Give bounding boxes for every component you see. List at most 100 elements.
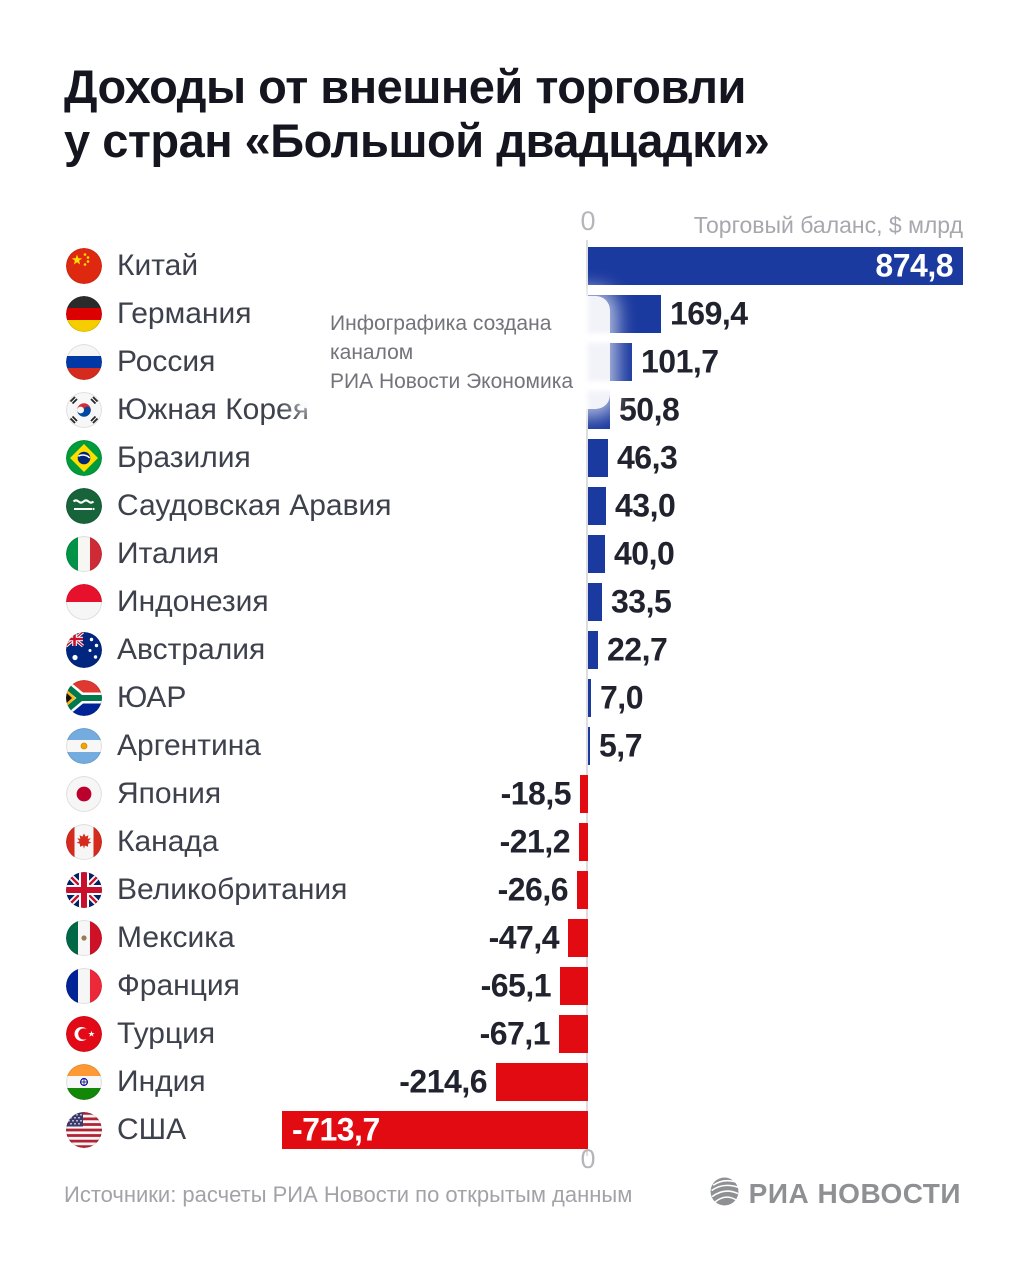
ria-logo-text: РИА НОВОСТИ (748, 1178, 961, 1209)
value-label: 169,4 (670, 295, 748, 332)
row-usa: США -713,7 (64, 1106, 963, 1154)
bar-usa (282, 1111, 588, 1149)
flag-turkey-icon (66, 1016, 102, 1052)
flag-mexico-icon (66, 920, 102, 956)
flag-japan-icon (66, 776, 102, 812)
country-label: Великобритания (117, 873, 348, 906)
zero-baseline (586, 240, 588, 1156)
value-label: 46,3 (617, 439, 678, 476)
country-label: Турция (117, 1017, 216, 1050)
value-label: 50,8 (619, 391, 680, 428)
bar-india (496, 1063, 588, 1101)
row-mexico: Мексика -47,4 (64, 914, 963, 962)
flag-saudi-arabia-icon (66, 488, 102, 524)
flag-germany-icon (66, 296, 102, 332)
country-label: Австралия (117, 633, 266, 666)
bar-turkey (559, 1015, 588, 1053)
country-label: Индия (117, 1065, 206, 1098)
flag-india-icon (66, 1064, 102, 1100)
flag-south-korea-icon (66, 392, 102, 428)
bar-china (588, 247, 963, 285)
bar-canada (579, 823, 588, 861)
country-label: Россия (117, 345, 216, 378)
country-label: Япония (117, 777, 222, 810)
ria-globe-icon (709, 1176, 740, 1212)
country-label: Мексика (117, 921, 235, 954)
row-france: Франция -65,1 (64, 962, 963, 1010)
watermark-line-1: Инфографика создана каналом (330, 312, 552, 364)
country-label: ЮАР (117, 681, 187, 714)
value-label: -65,1 (480, 967, 552, 1004)
flag-argentina-icon (66, 728, 102, 764)
country-label: Германия (117, 297, 252, 330)
bar-italy (588, 535, 605, 573)
source-note: Источники: расчеты РИА Новости по открыт… (64, 1182, 633, 1207)
row-south-africa: ЮАР 7,0 (64, 674, 963, 722)
title-line-1: Доходы от внешней торговли (64, 60, 746, 113)
flag-china-icon (66, 248, 102, 284)
watermark-card: Инфографика создана каналом РИА Новости … (296, 296, 610, 409)
row-india: Индия -214,6 (64, 1058, 963, 1106)
bar-mexico (568, 919, 588, 957)
country-label: Франция (117, 969, 240, 1002)
flag-brazil-icon (66, 440, 102, 476)
row-brazil: Бразилия 46,3 (64, 434, 963, 482)
row-argentina: Аргентина 5,7 (64, 722, 963, 770)
country-label: Южная Корея (117, 393, 309, 426)
axis-title: Торговый баланс, $ млрд (693, 212, 963, 238)
value-label: 43,0 (615, 487, 676, 524)
country-label: Индонезия (117, 585, 269, 618)
flag-south-africa-icon (66, 680, 102, 716)
value-label: 5,7 (599, 727, 642, 764)
flag-canada-icon (66, 824, 102, 860)
bar-japan (580, 775, 588, 813)
bar-chart: Китай 874,8 Германия 169,4 Россия 101,7 … (64, 242, 963, 1154)
flag-uk-icon (66, 872, 102, 908)
value-label: 7,0 (600, 679, 643, 716)
value-label: 22,7 (607, 631, 668, 668)
value-label: -47,4 (488, 919, 560, 956)
value-label: 33,5 (611, 583, 672, 620)
flag-usa-icon (66, 1112, 102, 1148)
flag-russia-icon (66, 344, 102, 380)
country-label: Канада (117, 825, 219, 858)
value-label: 874,8 (875, 247, 953, 284)
bar-indonesia (588, 583, 602, 621)
country-label: Италия (117, 537, 220, 570)
value-label: -21,2 (499, 823, 571, 860)
ria-novosti-logo: РИА НОВОСТИ (709, 1176, 961, 1212)
value-label: -214,6 (399, 1063, 487, 1100)
country-label: Аргентина (117, 729, 261, 762)
country-label: США (117, 1113, 187, 1146)
bar-saudi-arabia (588, 487, 606, 525)
row-uk: Великобритания -26,6 (64, 866, 963, 914)
axis-zero-top-label: 0 (580, 206, 596, 236)
watermark-line-2: РИА Новости Экономика (330, 370, 574, 393)
row-south-korea: Южная Корея 50,8 (64, 386, 963, 434)
country-label: Саудовская Аравия (117, 489, 392, 522)
country-label: Бразилия (117, 441, 251, 474)
row-italy: Италия 40,0 (64, 530, 963, 578)
bar-france (560, 967, 588, 1005)
country-label: Китай (117, 249, 199, 282)
bar-argentina (588, 727, 590, 765)
page-title: Доходы от внешней торговли у стран «Боль… (64, 60, 770, 168)
row-germany: Германия 169,4 (64, 290, 963, 338)
bar-uk (577, 871, 588, 909)
title-line-2: у стран «Большой двадцадки» (64, 114, 770, 167)
value-label: -67,1 (479, 1015, 551, 1052)
row-indonesia: Индонезия 33,5 (64, 578, 963, 626)
bar-australia (588, 631, 598, 669)
row-china: Китай 874,8 (64, 242, 963, 290)
flag-indonesia-icon (66, 584, 102, 620)
flag-italy-icon (66, 536, 102, 572)
row-japan: Япония -18,5 (64, 770, 963, 818)
value-label: 40,0 (614, 535, 675, 572)
value-label: 101,7 (641, 343, 719, 380)
flag-australia-icon (66, 632, 102, 668)
row-australia: Австралия 22,7 (64, 626, 963, 674)
axis-zero-bottom-label: 0 (580, 1144, 596, 1174)
row-turkey: Турция -67,1 (64, 1010, 963, 1058)
value-label: -18,5 (500, 775, 572, 812)
row-canada: Канада -21,2 (64, 818, 963, 866)
